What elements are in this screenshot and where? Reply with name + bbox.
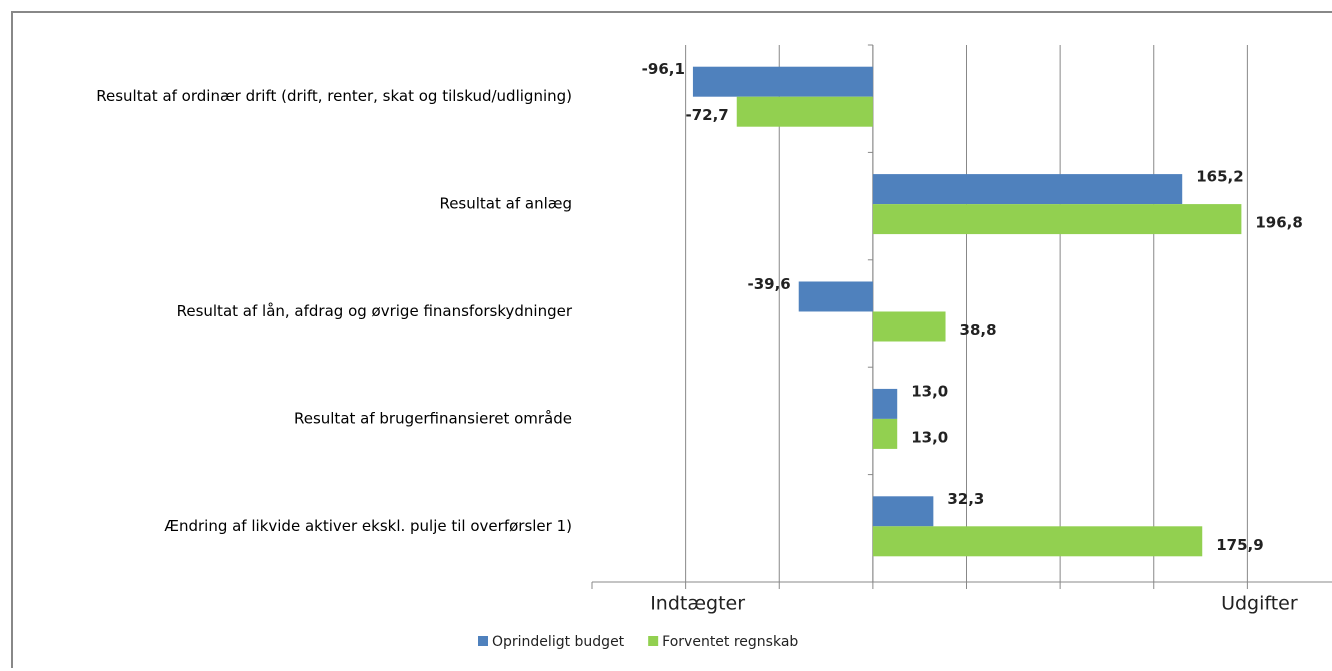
x-tick-label: Indtægter	[650, 593, 745, 615]
category-label: Resultat af ordinær drift (drift, renter…	[96, 87, 572, 105]
data-label: -72,7	[685, 106, 728, 124]
bar	[692, 66, 873, 97]
data-label: 196,8	[1255, 214, 1302, 232]
data-label: 165,2	[1196, 168, 1243, 186]
legend-swatch	[648, 636, 659, 646]
data-label: 32,3	[947, 490, 984, 508]
bar	[736, 96, 873, 127]
category-label: Resultat af anlæg	[439, 195, 572, 213]
data-label: -39,6	[747, 275, 790, 293]
data-label: 13,0	[911, 382, 948, 400]
bar	[872, 174, 1183, 205]
data-label: 13,0	[911, 428, 948, 446]
legend-label: Forventet regnskab	[662, 634, 798, 650]
bar	[872, 311, 946, 342]
bar	[872, 388, 898, 419]
category-label: Ændring af likvide aktiver ekskl. pulje …	[164, 517, 572, 535]
bar	[872, 418, 898, 449]
chart-frame	[11, 11, 1332, 668]
category-label: Resultat af lån, afdrag og øvrige finans…	[177, 302, 573, 320]
bar	[872, 204, 1242, 235]
data-label: -96,1	[642, 60, 685, 78]
x-tick-label: Udgifter	[1221, 593, 1298, 615]
bar	[872, 496, 934, 527]
bar	[872, 526, 1203, 557]
legend-label: Oprindeligt budget	[492, 634, 625, 650]
data-label: 38,8	[960, 321, 997, 339]
bar	[798, 281, 873, 312]
category-label: Resultat af brugerfinansieret område	[294, 409, 572, 427]
data-label: 175,9	[1216, 536, 1263, 554]
legend-swatch	[478, 636, 488, 646]
